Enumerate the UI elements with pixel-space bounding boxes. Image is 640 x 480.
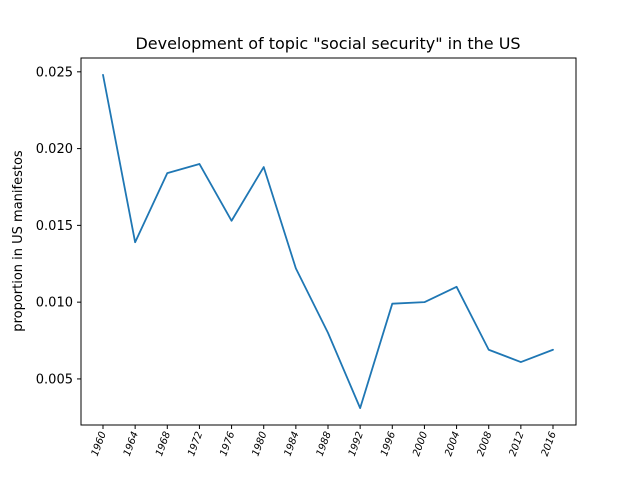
chart-title: Development of topic "social security" i… xyxy=(135,34,520,53)
x-tick-label: 1992 xyxy=(347,430,366,458)
x-tick-label: 1960 xyxy=(90,430,109,458)
x-tick-label: 2000 xyxy=(411,430,430,458)
x-tick-label: 1964 xyxy=(122,430,141,458)
x-tick-label: 1980 xyxy=(250,430,269,458)
series-line xyxy=(102,73,554,410)
x-tick-label: 1976 xyxy=(218,430,237,458)
x-tick-label: 2008 xyxy=(475,430,494,458)
y-tick-label: 0.025 xyxy=(36,65,73,80)
y-axis-label: proportion in US manifestos xyxy=(11,150,26,332)
x-tick-label: 2012 xyxy=(508,430,527,458)
y-tick-label: 0.020 xyxy=(36,142,73,157)
y-tick-label: 0.005 xyxy=(36,372,73,387)
plot-frame xyxy=(80,57,577,426)
x-axis: 1960 1964 1968 1972 1976 1980 1984 1988 1992 1996… xyxy=(90,425,559,458)
x-tick-label: 1996 xyxy=(379,430,398,458)
y-tick-label: 0.010 xyxy=(36,296,73,311)
x-tick-label: 2004 xyxy=(443,430,462,458)
x-tick-label: 1972 xyxy=(186,430,205,458)
x-tick-label: 1984 xyxy=(283,430,302,458)
x-tick-label: 1968 xyxy=(154,430,173,458)
x-tick-label: 2016 xyxy=(540,430,559,458)
y-tick-label: 0.015 xyxy=(36,219,73,234)
y-axis: 0.005 0.010 0.015 0.020 0.025 xyxy=(36,65,81,387)
x-tick-label: 1988 xyxy=(315,430,334,458)
